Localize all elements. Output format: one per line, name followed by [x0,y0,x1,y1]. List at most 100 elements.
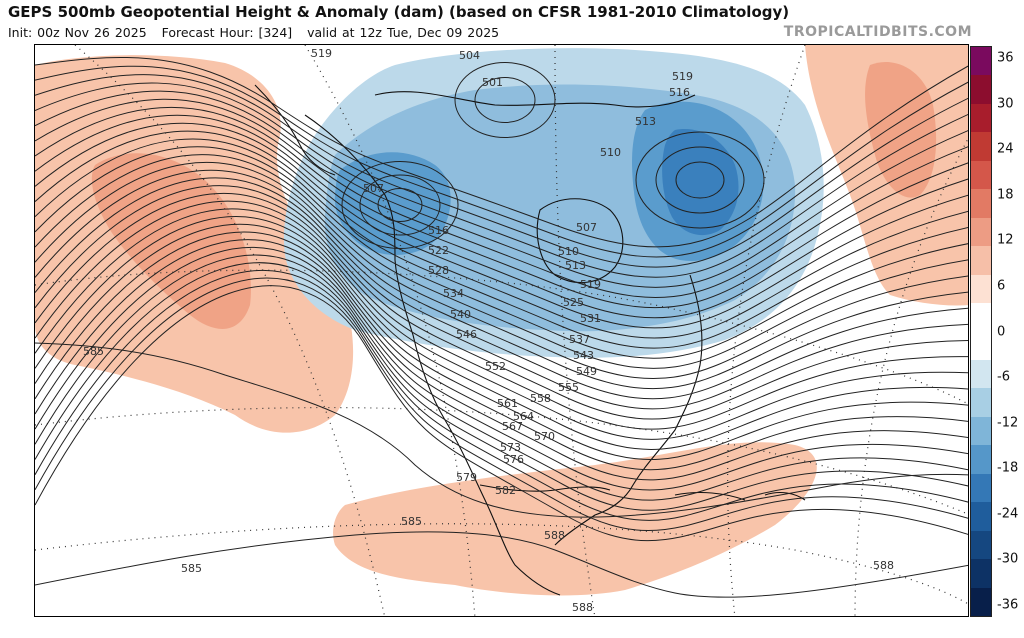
north-america-west-coast [304,114,561,596]
height-contour [35,262,968,511]
contour-label: 507 [576,221,597,234]
contour-label: 519 [311,47,332,60]
contour-label: 588 [873,559,894,572]
negative-anomaly-shading [283,48,824,358]
colorbar-tick-label: -12 [997,415,1019,431]
colorbar-segment [971,103,991,133]
colorbar-tick-label: 30 [997,96,1014,112]
colorbar-tick-label: 6 [997,278,1006,294]
contour-label: 501 [482,76,503,89]
height-contour [35,74,968,268]
colorbar-segment [971,274,991,304]
height-contour [35,239,968,481]
height-contour [35,122,968,329]
colorbar-tick-label: 0 [997,324,1006,339]
map-panel: 519 504 501 519 516 513 510 507 507 516 … [34,44,969,617]
height-anomaly-map: 519 504 501 519 516 513 510 507 507 516 … [35,45,968,616]
contour-label: 516 [428,224,449,237]
contour-label: 585 [181,562,202,575]
closed-low-contour [635,131,765,229]
positive-anomaly-shading [35,45,968,596]
colorbar-tick-label: -24 [997,506,1019,522]
height-contour [35,162,968,379]
contour-label: 552 [485,360,506,373]
contour-label: 531 [580,312,601,325]
contour-label: 576 [503,453,524,466]
contour-label: 549 [576,365,597,378]
colorbar-tick-label: -6 [997,369,1010,385]
grid-line [35,269,968,405]
height-contour [35,177,968,400]
contour-label: 582 [495,484,516,497]
colorbar-tick-label: -36 [997,597,1019,613]
height-contour [35,208,968,440]
contour-label: 504 [459,49,480,62]
height-contour [35,185,968,410]
closed-low-contour [377,188,423,222]
colorbar-segment [971,132,991,161]
height-contour [35,169,968,390]
site-credit: TROPICALTIDBITS.COM [783,24,972,40]
colorbar-tick-label: -30 [997,551,1019,567]
height-contour [35,223,968,460]
height-contour [35,90,968,288]
height-contour [35,200,968,430]
subtropical-contour [35,342,968,518]
closed-low-contour [341,161,459,249]
colorbar-segment [971,359,991,389]
colorbar-segment [971,445,991,474]
contour-label: 519 [580,278,601,291]
height-contour [35,114,968,319]
contour-label: 516 [669,86,690,99]
contour-label: 588 [544,529,565,542]
contour-labels: 519 504 501 519 516 513 510 507 507 516 … [83,47,894,614]
subtropical-anomaly [333,442,817,596]
height-contour [35,277,968,531]
colorbar-segment [971,246,991,275]
height-contour [35,254,968,501]
contour-label: 567 [502,420,523,433]
closed-low-contour [655,146,745,214]
contour-label: 558 [530,392,551,405]
contour-label: 528 [428,264,449,277]
grid-line [35,523,968,605]
valid-time: valid at 12z Tue, Dec 09 2025 [307,25,500,40]
colorbar-tick-label: 24 [997,141,1014,157]
colorbar-tick-label: 18 [997,187,1014,203]
chart-title: GEPS 500mb Geopotential Height & Anomaly… [8,3,790,21]
contour-label: 543 [573,349,594,362]
contour-label: 585 [401,515,422,528]
contour-label: 513 [565,259,586,272]
anomaly-colorbar [970,46,992,617]
height-contours [35,56,968,598]
contour-label: 510 [600,146,621,159]
contour-label: 540 [450,308,471,321]
colorbar-segment [971,502,991,531]
contour-label: 510 [558,245,579,258]
colorbar-tick-label: 36 [997,50,1014,66]
closed-low-contour [675,161,725,199]
contour-label: 588 [572,601,593,614]
contour-label: 561 [497,397,518,410]
colorbar-segment [971,75,991,104]
contour-label: 564 [513,410,534,423]
contour-label: 573 [500,441,521,454]
colorbar-segment [971,559,991,588]
contour-label: 570 [534,430,555,443]
height-contour [35,146,968,359]
colorbar-segment [971,47,991,76]
colorbar-segment [971,473,991,503]
contour-label: 555 [558,381,579,394]
colorbar-tick-label: 12 [997,232,1014,248]
height-contour [35,231,968,471]
colorbar-segment [971,303,991,332]
colorbar-segment [971,530,991,560]
height-contour [35,130,968,339]
colorbar-segment [971,160,991,190]
closed-low-contour [454,62,556,138]
arctic-coast [374,91,696,108]
colorbar-segment [971,388,991,417]
forecast-hour: Forecast Hour: [324] [161,25,293,40]
contour-label: 546 [456,328,477,341]
contour-label: 537 [569,333,590,346]
